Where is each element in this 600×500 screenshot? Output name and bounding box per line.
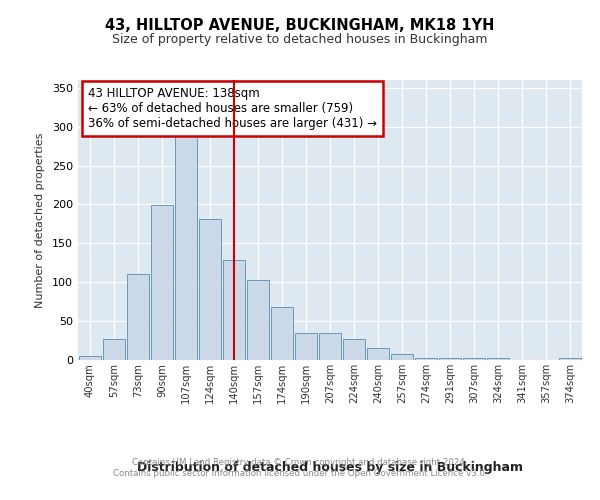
Text: Contains HM Land Registry data © Crown copyright and database right 2024.
Contai: Contains HM Land Registry data © Crown c… [113, 458, 487, 477]
Bar [223, 260, 245, 360]
Bar [463, 358, 485, 360]
Bar [127, 274, 149, 360]
X-axis label: Distribution of detached houses by size in Buckingham: Distribution of detached houses by size … [137, 462, 523, 474]
Bar [79, 356, 101, 360]
Bar [103, 339, 125, 360]
Bar [367, 348, 389, 360]
Bar [319, 333, 341, 360]
Bar [415, 358, 437, 360]
Bar [343, 339, 365, 360]
Bar [151, 205, 173, 360]
Text: 43, HILLTOP AVENUE, BUCKINGHAM, MK18 1YH: 43, HILLTOP AVENUE, BUCKINGHAM, MK18 1YH [106, 18, 494, 32]
Y-axis label: Number of detached properties: Number of detached properties [35, 132, 45, 308]
Bar [487, 358, 509, 360]
Text: Size of property relative to detached houses in Buckingham: Size of property relative to detached ho… [112, 34, 488, 46]
Bar [559, 358, 581, 360]
Bar [175, 132, 197, 360]
Bar [391, 354, 413, 360]
Bar [295, 333, 317, 360]
Text: 43 HILLTOP AVENUE: 138sqm
← 63% of detached houses are smaller (759)
36% of semi: 43 HILLTOP AVENUE: 138sqm ← 63% of detac… [88, 87, 377, 130]
Bar [247, 280, 269, 360]
Bar [199, 219, 221, 360]
Bar [271, 307, 293, 360]
Bar [439, 358, 461, 360]
